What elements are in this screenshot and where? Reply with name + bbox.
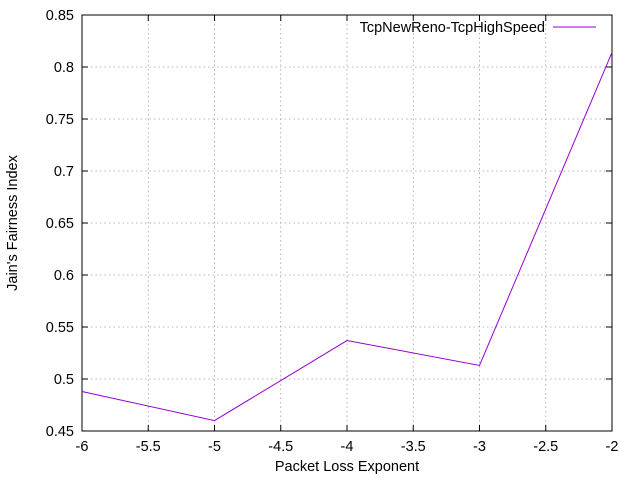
y-tick-label: 0.55	[46, 320, 74, 336]
plot-frame	[81, 14, 613, 432]
x-tick-label: -3	[473, 439, 486, 455]
x-tick-label: -4	[341, 439, 354, 455]
y-tick-label: 0.45	[46, 424, 74, 440]
x-tick-label: -3.5	[401, 439, 426, 455]
x-axis-label: Packet Loss Exponent	[275, 459, 419, 475]
y-tick-label: 0.75	[46, 112, 74, 128]
x-tick-label: -2.5	[533, 439, 558, 455]
x-tick-labels: -6 -5.5 -5 -4.5 -4 -3.5 -3 -2.5 -2	[76, 439, 619, 455]
y-tick-labels: 0.45 0.5 0.55 0.6 0.65 0.7 0.75 0.8 0.85	[46, 8, 74, 440]
grid-lines	[82, 15, 612, 431]
y-tick-label: 0.8	[54, 60, 74, 76]
x-tick-label: -6	[76, 439, 89, 455]
x-tick-label: -2	[606, 439, 619, 455]
x-tick-label: -4.5	[268, 439, 293, 455]
y-tick-label: 0.65	[46, 216, 74, 232]
y-axis-label: Jain's Fairness Index	[5, 154, 21, 290]
series-line	[81, 52, 613, 422]
y-tick-label: 0.7	[54, 164, 74, 180]
legend-label: TcpNewReno-TcpHighSpeed	[360, 20, 545, 36]
legend: TcpNewReno-TcpHighSpeed	[360, 20, 596, 36]
y-tick-label: 0.85	[46, 8, 74, 24]
series-lines	[81, 52, 613, 422]
x-tick-label: -5	[208, 439, 221, 455]
y-tick-label: 0.6	[54, 268, 74, 284]
y-tick-label: 0.5	[54, 372, 74, 388]
x-tick-label: -5.5	[136, 439, 161, 455]
